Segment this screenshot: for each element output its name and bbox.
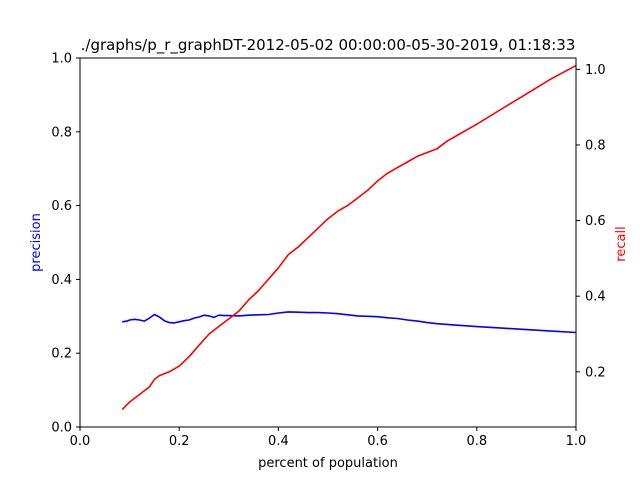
y2-tick-label: 0.4 bbox=[585, 290, 606, 305]
y-axis-ticks: 0.0 0.2 0.4 0.6 0.8 1.0 bbox=[51, 52, 80, 436]
y-tick-label: 0.8 bbox=[51, 125, 72, 140]
y-tick-label: 0.4 bbox=[51, 273, 72, 288]
x-tick-label: 0.6 bbox=[367, 434, 388, 449]
chart-title: ./graphs/p_r_graphDT-2012-05-02 00:00:00… bbox=[81, 36, 576, 55]
precision-line bbox=[122, 311, 577, 334]
x-tick-label: 0.2 bbox=[169, 434, 190, 449]
y-tick-label: 0.2 bbox=[51, 347, 72, 362]
x-axis-ticks: 0.0 0.2 0.4 0.6 0.8 1.0 bbox=[70, 427, 587, 449]
series-layer bbox=[121, 64, 577, 411]
y2-axis-ticks: 0.2 0.4 0.6 0.8 1.0 bbox=[576, 63, 606, 380]
y2-tick-label: 0.6 bbox=[585, 214, 606, 229]
y2-tick-label: 1.0 bbox=[585, 63, 606, 78]
x-axis-label: percent of population bbox=[258, 456, 398, 471]
y2-tick-label: 0.8 bbox=[585, 138, 606, 153]
y-axis-label: precision bbox=[29, 213, 44, 272]
x-tick-label: 0.0 bbox=[70, 434, 91, 449]
y2-tick-label: 0.2 bbox=[585, 365, 606, 380]
y2-axis-label: recall bbox=[614, 226, 629, 261]
y-tick-label: 1.0 bbox=[51, 52, 72, 67]
x-tick-label: 0.8 bbox=[466, 434, 487, 449]
plot-frame bbox=[79, 57, 577, 428]
y-tick-label: 0.0 bbox=[51, 421, 72, 436]
recall-line bbox=[121, 64, 577, 411]
y-tick-label: 0.6 bbox=[51, 199, 72, 214]
x-tick-label: 1.0 bbox=[566, 434, 587, 449]
x-tick-label: 0.4 bbox=[268, 434, 289, 449]
